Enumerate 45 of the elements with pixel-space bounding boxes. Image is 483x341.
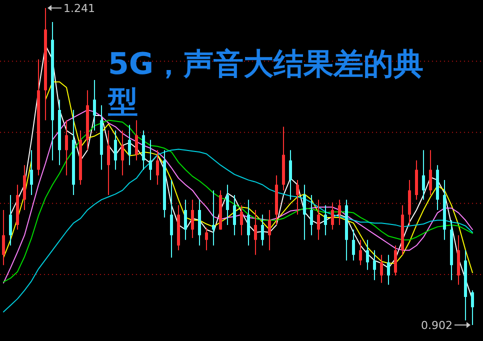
candlestick bbox=[233, 194, 236, 236]
candlestick bbox=[352, 229, 355, 261]
candlestick bbox=[422, 150, 425, 200]
candlestick bbox=[149, 139, 152, 181]
candlestick bbox=[373, 250, 376, 281]
candlestick bbox=[135, 120, 138, 161]
candlestick bbox=[184, 199, 187, 240]
candlestick bbox=[331, 202, 334, 230]
candlestick bbox=[303, 184, 306, 240]
candlestick bbox=[268, 209, 271, 251]
candlestick bbox=[128, 124, 131, 166]
candlestick bbox=[205, 227, 208, 251]
candlestick bbox=[380, 254, 383, 284]
candlestick bbox=[296, 180, 299, 216]
candlestick bbox=[324, 204, 327, 236]
candlestick bbox=[289, 150, 292, 200]
candlestick bbox=[93, 80, 96, 131]
candlestick bbox=[212, 190, 215, 246]
candlestick bbox=[226, 184, 229, 226]
candlestick bbox=[429, 150, 432, 196]
candlestick bbox=[170, 180, 173, 258]
candlestick bbox=[114, 130, 117, 170]
candlestick bbox=[471, 290, 474, 326]
candlestick bbox=[107, 130, 110, 196]
text: 5G，声音大结果差的典型 bbox=[108, 46, 424, 122]
candlestick bbox=[261, 214, 264, 246]
annotation: 1.241 bbox=[64, 2, 95, 15]
candlestick bbox=[394, 245, 397, 276]
candlestick bbox=[247, 199, 250, 246]
candlestick bbox=[317, 199, 320, 240]
candlestick bbox=[9, 194, 12, 246]
candlestick bbox=[310, 194, 313, 236]
candlestick bbox=[121, 130, 124, 176]
candlestick bbox=[156, 150, 159, 186]
candlestick bbox=[387, 254, 390, 286]
annotation: 0.902 bbox=[421, 319, 452, 332]
candlestick bbox=[191, 199, 194, 239]
candlestick bbox=[338, 199, 341, 226]
candlestick bbox=[359, 239, 362, 266]
candlestick bbox=[240, 204, 243, 236]
candlestick bbox=[30, 150, 33, 196]
candlestick bbox=[2, 209, 5, 266]
candlestick bbox=[254, 209, 257, 256]
candlestick bbox=[65, 120, 68, 176]
candlestick bbox=[366, 239, 369, 270]
